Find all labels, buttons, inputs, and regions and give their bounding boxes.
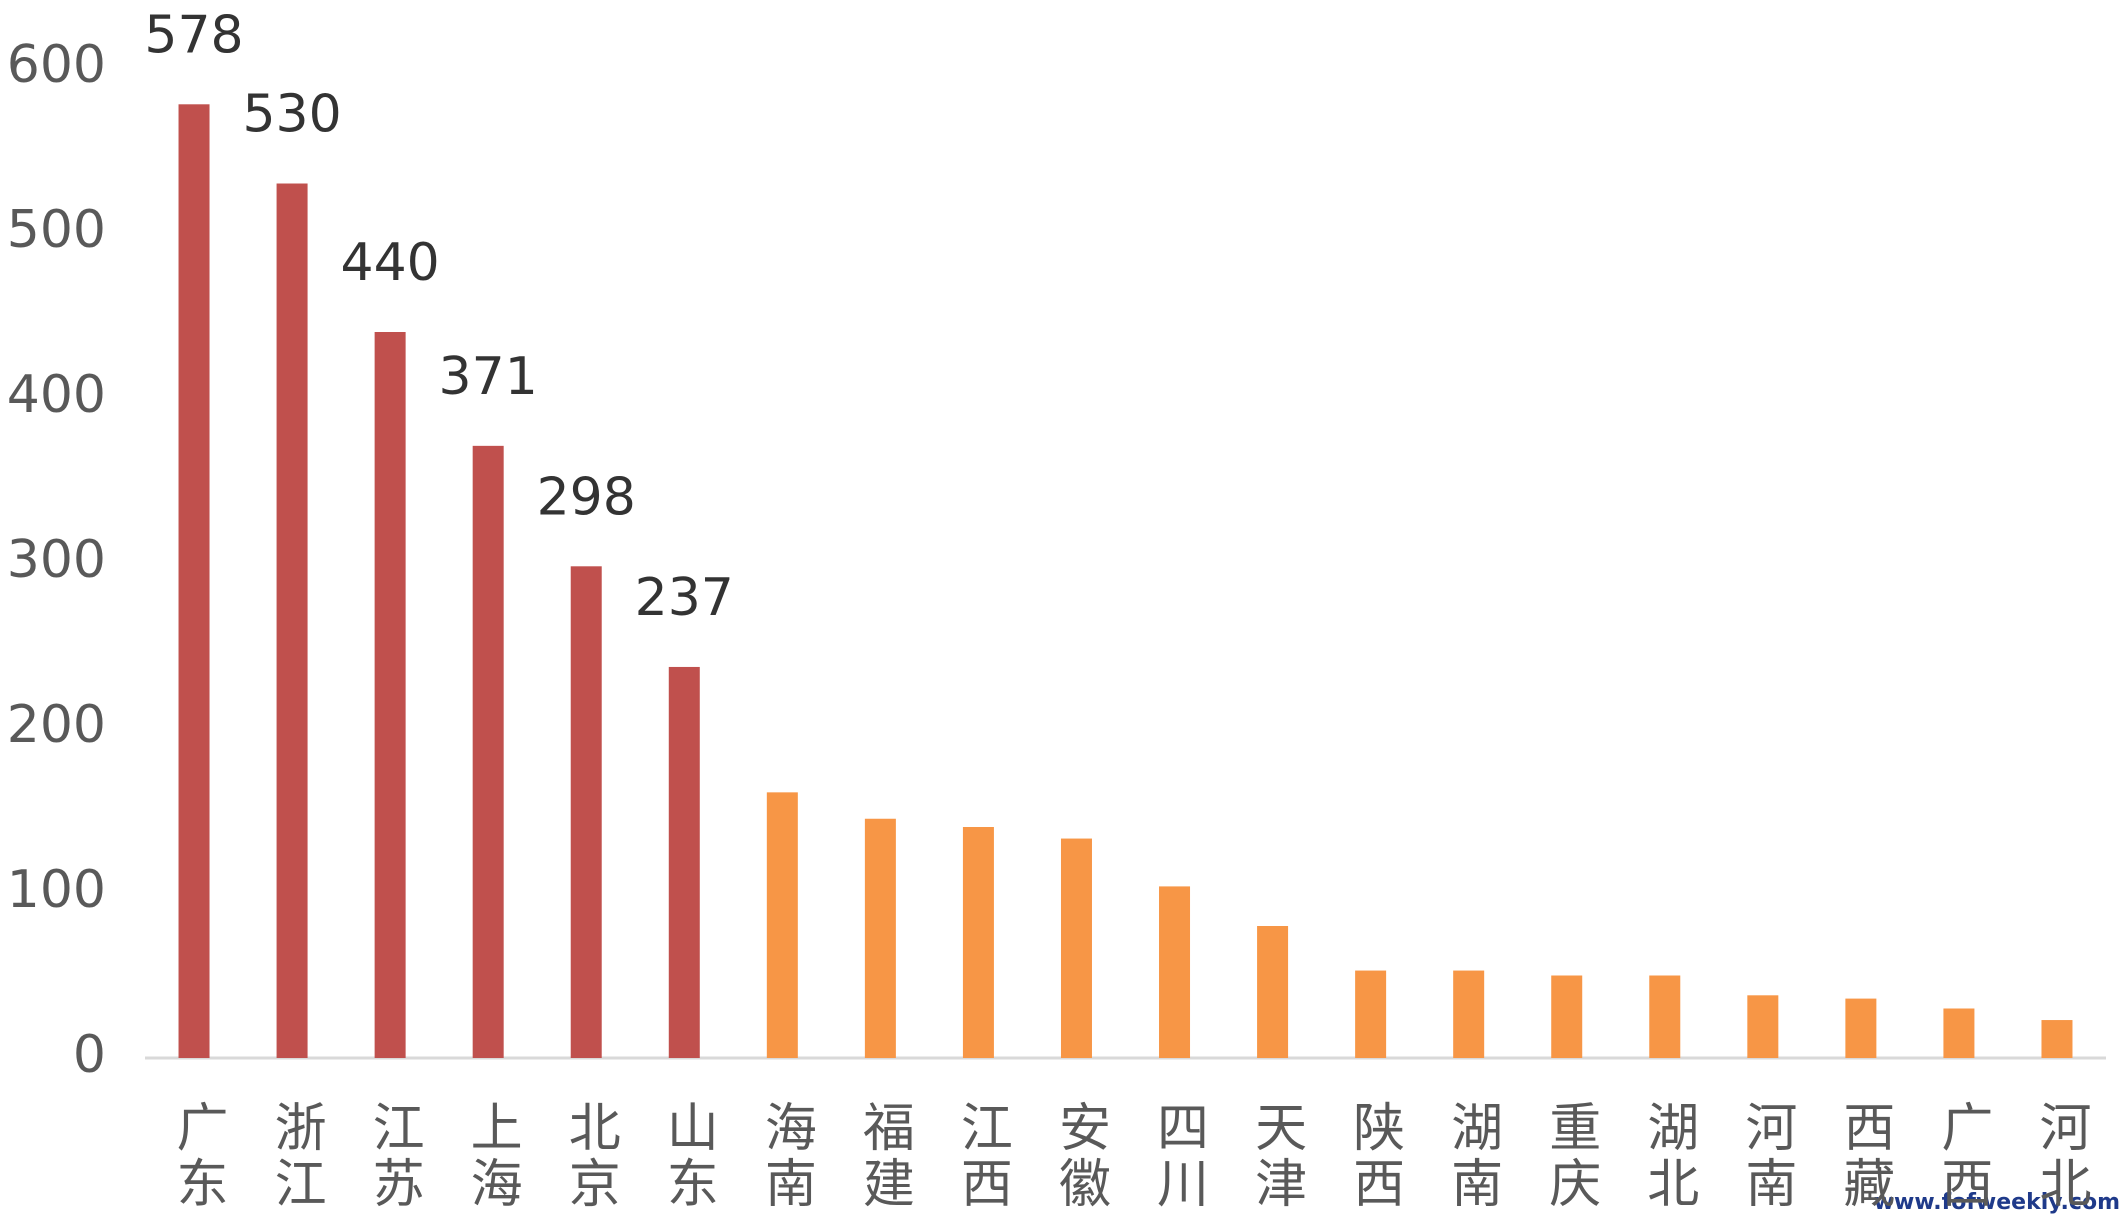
bar xyxy=(1060,838,1092,1058)
data-label: 530 xyxy=(242,85,341,145)
bar xyxy=(570,566,602,1058)
y-tick-label: 400 xyxy=(7,365,106,425)
y-tick-label: 300 xyxy=(7,530,106,590)
x-tick-label: 湖南 xyxy=(1442,1100,1502,1212)
data-label: 440 xyxy=(340,233,439,293)
y-tick-label: 0 xyxy=(73,1025,106,1085)
x-tick-label: 江西 xyxy=(951,1100,1011,1212)
data-label: 237 xyxy=(635,568,734,628)
x-tick-label: 山东 xyxy=(657,1100,717,1212)
x-tick-label: 江苏 xyxy=(363,1100,423,1212)
data-label: 578 xyxy=(144,5,243,65)
bar xyxy=(1943,1008,1975,1058)
bar xyxy=(1355,970,1387,1058)
data-label: 371 xyxy=(439,347,538,407)
bar xyxy=(472,445,504,1059)
bar xyxy=(1747,995,1779,1058)
x-tick-label: 天津 xyxy=(1246,1100,1306,1212)
x-tick-label: 广东 xyxy=(167,1100,227,1212)
bar xyxy=(1159,886,1191,1058)
x-tick-label: 福建 xyxy=(853,1100,914,1212)
x-tick-label: 海南 xyxy=(755,1100,815,1212)
bar xyxy=(1453,970,1485,1058)
x-tick-label: 浙江 xyxy=(265,1100,325,1212)
x-tick-label: 广西 xyxy=(1932,1100,1992,1212)
bar xyxy=(1257,926,1289,1058)
bar xyxy=(1649,975,1681,1058)
x-tick-label: 上海 xyxy=(461,1100,521,1212)
x-tick-label: 重庆 xyxy=(1540,1100,1600,1212)
data-label: 298 xyxy=(537,467,636,527)
bar xyxy=(178,104,210,1059)
bar xyxy=(374,332,406,1058)
x-tick-label: 湖北 xyxy=(1638,1100,1698,1212)
x-tick-label: 河南 xyxy=(1736,1100,1796,1212)
y-tick-label: 100 xyxy=(7,860,106,920)
x-tick-label: 安徽 xyxy=(1049,1100,1109,1212)
bar xyxy=(962,827,994,1058)
x-tick-label: 陕西 xyxy=(1344,1100,1404,1212)
bar xyxy=(864,818,896,1058)
bar xyxy=(766,792,798,1058)
y-tick-label: 600 xyxy=(7,35,106,95)
bar xyxy=(1551,975,1583,1058)
bar xyxy=(276,183,308,1058)
bar xyxy=(1845,998,1877,1058)
x-tick-label: 西藏 xyxy=(1834,1100,1894,1212)
bar xyxy=(2041,1020,2073,1058)
x-tick-label: 四川 xyxy=(1148,1100,1208,1212)
x-tick-label: 河北 xyxy=(2030,1100,2090,1212)
y-tick-label: 500 xyxy=(7,200,106,260)
bar xyxy=(668,666,700,1058)
watermark: www.fofweekly.com xyxy=(1874,1190,2120,1215)
x-tick-label: 北京 xyxy=(559,1100,619,1212)
y-tick-label: 200 xyxy=(7,695,106,755)
